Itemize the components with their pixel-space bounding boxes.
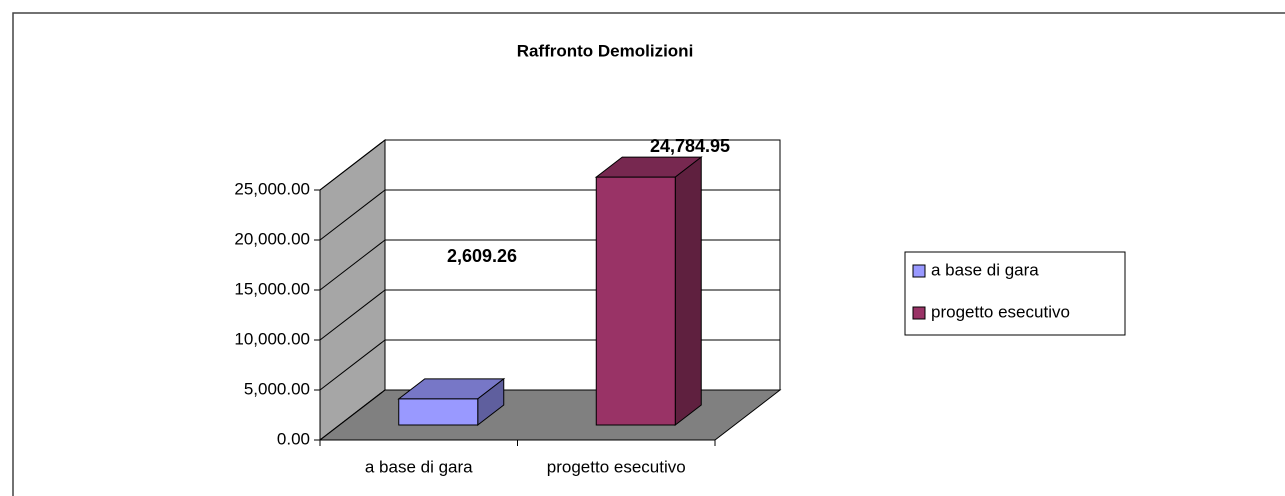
legend-swatch	[912, 264, 926, 278]
x-tick-label: progetto esecutivo	[547, 457, 686, 476]
grid-line	[319, 339, 386, 391]
data-label: 2,609.26	[447, 246, 517, 266]
legend-label: a base di gara	[931, 260, 1039, 279]
bar	[398, 398, 479, 426]
legend-box	[904, 251, 1126, 336]
side-wall	[319, 138, 386, 442]
chart-title: Raffronto Demolizioni	[517, 41, 694, 60]
floor	[318, 389, 782, 441]
data-label: 24,784.95	[650, 136, 730, 156]
grid-line	[319, 239, 386, 291]
grid-line	[319, 139, 386, 191]
y-tick-label: 5,000.00	[244, 379, 310, 398]
grid-line	[319, 389, 386, 441]
x-tick-label: a base di gara	[365, 457, 473, 476]
back-wall	[384, 139, 781, 391]
y-tick-label: 10,000.00	[234, 329, 310, 348]
bar	[595, 176, 676, 426]
grid-line	[319, 289, 386, 341]
y-tick-label: 15,000.00	[234, 279, 310, 298]
y-tick-label: 25,000.00	[234, 179, 310, 198]
legend-label: progetto esecutivo	[931, 302, 1070, 321]
y-tick-label: 20,000.00	[234, 229, 310, 248]
y-tick-label: 0.00	[277, 429, 310, 448]
bar-side	[674, 156, 702, 427]
legend-swatch	[912, 306, 926, 320]
grid-line	[319, 189, 386, 241]
chart-frame	[12, 12, 1285, 496]
